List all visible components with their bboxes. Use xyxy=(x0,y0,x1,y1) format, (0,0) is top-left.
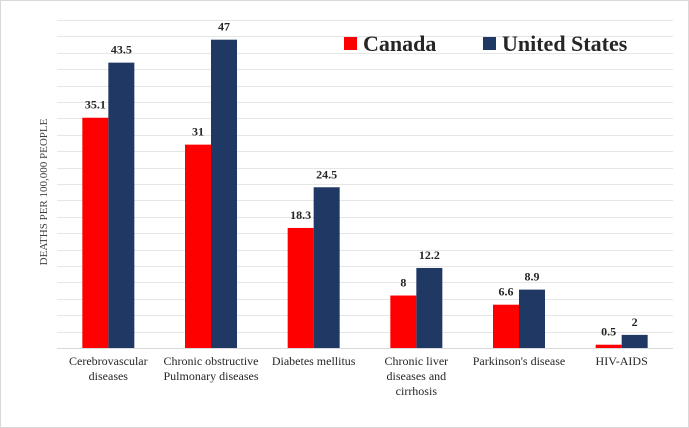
data-label-united-states-diabetes-mellitus: 24.5 xyxy=(316,167,337,181)
legend-label-united-states: United States xyxy=(502,31,628,56)
data-label-united-states-chronic-liver-diseases-and-cirrhosis: 12.2 xyxy=(419,248,440,262)
x-tick-label-hiv-aids: HIV-AIDS xyxy=(596,354,648,368)
bar-united-states-diabetes-mellitus xyxy=(313,187,340,348)
bar-united-states-hiv-aids xyxy=(621,334,648,348)
data-label-united-states-cerebrovascular-diseases: 43.5 xyxy=(111,43,132,57)
bar-canada-hiv-aids xyxy=(595,344,622,348)
x-tick-label-parkinson-s-disease: Parkinson's disease xyxy=(473,354,565,368)
bar-canada-parkinson-s-disease xyxy=(493,304,519,348)
bar-canada-diabetes-mellitus xyxy=(287,227,314,348)
legend-label-canada: Canada xyxy=(363,31,436,56)
legend-swatch-canada xyxy=(344,37,357,50)
x-tick-label-chronic-obstructive-pulmonary-diseases: Chronic obstructive Pulmonary diseases xyxy=(164,354,259,383)
data-label-canada-parkinson-s-disease: 6.6 xyxy=(499,285,514,299)
data-label-canada-chronic-obstructive-pulmonary-diseases: 31 xyxy=(192,125,204,139)
y-axis-title: DEATHS PER 100,000 PEOPLE xyxy=(38,118,50,265)
bar-united-states-parkinson-s-disease xyxy=(519,289,545,348)
bars xyxy=(82,39,648,349)
x-tick-labels: Cerebrovascular diseases Chronic obstructi… xyxy=(69,354,648,398)
data-label-united-states-hiv-aids: 2 xyxy=(632,315,638,329)
x-tick-label-cerebrovascular-diseases: Cerebrovascular diseases xyxy=(69,354,148,383)
data-label-united-states-chronic-obstructive-pulmonary-diseases: 47 xyxy=(218,20,230,34)
bar-canada-chronic-liver-diseases-and-cirrhosis xyxy=(390,295,417,348)
data-label-canada-hiv-aids: 0.5 xyxy=(601,325,616,339)
x-tick-label-diabetes-mellitus: Diabetes mellitus xyxy=(272,354,356,368)
bar-united-states-cerebrovascular-diseases xyxy=(108,62,135,348)
legend-swatch-united-states xyxy=(483,37,496,50)
bar-canada-chronic-obstructive-pulmonary-diseases xyxy=(185,144,211,348)
legend: Canada United States xyxy=(344,31,628,56)
x-tick-label-chronic-liver-diseases-and-cirrhosis: Chronic liver diseases and cirrhosis xyxy=(385,354,449,398)
data-label-united-states-parkinson-s-disease: 8.9 xyxy=(525,270,540,284)
data-labels: 35.1 43.5 31 47 18.3 24.5 8 12.2 6.6 8.9 0.5 2 xyxy=(85,20,638,339)
bar-united-states-chronic-obstructive-pulmonary-diseases xyxy=(211,39,237,349)
bar-canada-cerebrovascular-diseases xyxy=(82,117,109,348)
gridlines xyxy=(57,20,673,333)
data-label-canada-diabetes-mellitus: 18.3 xyxy=(290,208,311,222)
bar-united-states-chronic-liver-diseases-and-cirrhosis xyxy=(416,267,443,348)
data-label-canada-chronic-liver-diseases-and-cirrhosis: 8 xyxy=(400,276,406,290)
data-label-canada-cerebrovascular-diseases: 35.1 xyxy=(85,98,106,112)
